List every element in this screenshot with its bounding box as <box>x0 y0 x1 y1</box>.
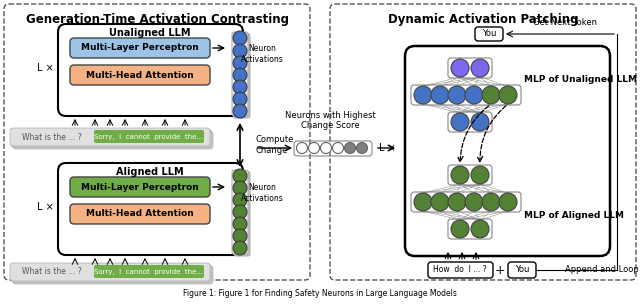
FancyBboxPatch shape <box>11 264 211 282</box>
FancyBboxPatch shape <box>10 128 210 146</box>
Circle shape <box>233 56 247 70</box>
FancyBboxPatch shape <box>70 65 210 85</box>
FancyBboxPatch shape <box>70 38 210 58</box>
Circle shape <box>482 86 500 104</box>
Text: What is the ... ?: What is the ... ? <box>22 268 82 277</box>
Circle shape <box>233 44 247 58</box>
Circle shape <box>233 229 247 243</box>
FancyBboxPatch shape <box>233 171 249 255</box>
Text: +: + <box>495 264 506 277</box>
FancyBboxPatch shape <box>13 266 213 284</box>
Circle shape <box>233 217 247 231</box>
Circle shape <box>233 169 247 183</box>
Text: Multi-Layer Perceptron: Multi-Layer Perceptron <box>81 182 199 192</box>
FancyBboxPatch shape <box>13 131 213 149</box>
FancyBboxPatch shape <box>233 33 249 117</box>
Circle shape <box>471 113 489 131</box>
Circle shape <box>296 143 307 154</box>
Circle shape <box>233 104 247 118</box>
FancyBboxPatch shape <box>12 130 212 148</box>
Circle shape <box>451 113 469 131</box>
Circle shape <box>499 193 517 211</box>
FancyBboxPatch shape <box>428 262 493 278</box>
Text: Neurons with Highest
Change Score: Neurons with Highest Change Score <box>285 111 376 130</box>
Circle shape <box>448 86 466 104</box>
Text: Sorry,  I  cannot  provide  the...: Sorry, I cannot provide the... <box>95 134 204 140</box>
Text: Generation-Time Activation Contrasting: Generation-Time Activation Contrasting <box>26 13 289 26</box>
Circle shape <box>451 59 469 77</box>
FancyBboxPatch shape <box>232 32 248 116</box>
Circle shape <box>308 143 319 154</box>
Circle shape <box>431 193 449 211</box>
Circle shape <box>233 68 247 82</box>
Text: MLP of Aligned LLM: MLP of Aligned LLM <box>524 210 624 219</box>
Text: Unaligned LLM: Unaligned LLM <box>109 28 191 38</box>
Circle shape <box>451 220 469 238</box>
Circle shape <box>471 220 489 238</box>
Text: Multi-Layer Perceptron: Multi-Layer Perceptron <box>81 43 199 53</box>
FancyBboxPatch shape <box>70 177 210 197</box>
FancyBboxPatch shape <box>234 34 250 118</box>
Circle shape <box>471 59 489 77</box>
Text: Multi-Head Attention: Multi-Head Attention <box>86 209 194 219</box>
Circle shape <box>431 86 449 104</box>
Text: MLP of Unaligned LLM: MLP of Unaligned LLM <box>524 75 637 85</box>
Circle shape <box>233 181 247 195</box>
Text: Aligned LLM: Aligned LLM <box>116 167 184 177</box>
Text: Multi-Head Attention: Multi-Head Attention <box>86 71 194 80</box>
Text: Get Next Token: Get Next Token <box>533 18 597 27</box>
Text: Neuron
Activations: Neuron Activations <box>241 183 284 203</box>
Text: What is the ... ?: What is the ... ? <box>22 133 82 141</box>
Circle shape <box>451 166 469 184</box>
Text: Figure 1: Figure 1 for Finding Safety Neurons in Large Language Models: Figure 1: Figure 1 for Finding Safety Ne… <box>183 289 457 298</box>
FancyBboxPatch shape <box>58 163 243 255</box>
FancyBboxPatch shape <box>94 265 204 278</box>
FancyBboxPatch shape <box>232 170 248 254</box>
Circle shape <box>233 241 247 255</box>
Text: How  do  I ... ?: How do I ... ? <box>433 265 487 275</box>
FancyBboxPatch shape <box>94 130 204 143</box>
Circle shape <box>233 92 247 106</box>
Text: Dynamic Activation Patching: Dynamic Activation Patching <box>388 13 579 26</box>
FancyBboxPatch shape <box>58 24 243 116</box>
Text: Neuron
Activations: Neuron Activations <box>241 44 284 64</box>
Circle shape <box>344 143 355 154</box>
Circle shape <box>414 193 432 211</box>
FancyBboxPatch shape <box>405 46 610 256</box>
Circle shape <box>233 80 247 94</box>
FancyBboxPatch shape <box>10 263 210 281</box>
Circle shape <box>233 31 247 45</box>
Circle shape <box>482 193 500 211</box>
Text: You: You <box>482 29 496 39</box>
Text: Compute
Change: Compute Change <box>255 135 293 155</box>
Text: You: You <box>515 265 529 275</box>
FancyBboxPatch shape <box>70 204 210 224</box>
Text: Sorry,  I  cannot  provide  the...: Sorry, I cannot provide the... <box>95 269 204 275</box>
Circle shape <box>499 86 517 104</box>
FancyBboxPatch shape <box>508 262 536 278</box>
Circle shape <box>233 193 247 207</box>
Circle shape <box>233 205 247 219</box>
FancyBboxPatch shape <box>475 27 503 41</box>
Circle shape <box>465 193 483 211</box>
Circle shape <box>333 143 344 154</box>
FancyBboxPatch shape <box>234 172 250 256</box>
FancyBboxPatch shape <box>12 265 212 283</box>
Text: L ×: L × <box>36 202 53 212</box>
Circle shape <box>414 86 432 104</box>
Circle shape <box>465 86 483 104</box>
Circle shape <box>448 193 466 211</box>
Circle shape <box>356 143 367 154</box>
FancyBboxPatch shape <box>330 4 636 280</box>
Text: L ×: L × <box>379 143 396 153</box>
FancyBboxPatch shape <box>4 4 310 280</box>
Text: L ×: L × <box>36 63 53 73</box>
Text: Append and Loop: Append and Loop <box>565 265 639 275</box>
Circle shape <box>321 143 332 154</box>
Circle shape <box>471 166 489 184</box>
FancyBboxPatch shape <box>11 129 211 147</box>
